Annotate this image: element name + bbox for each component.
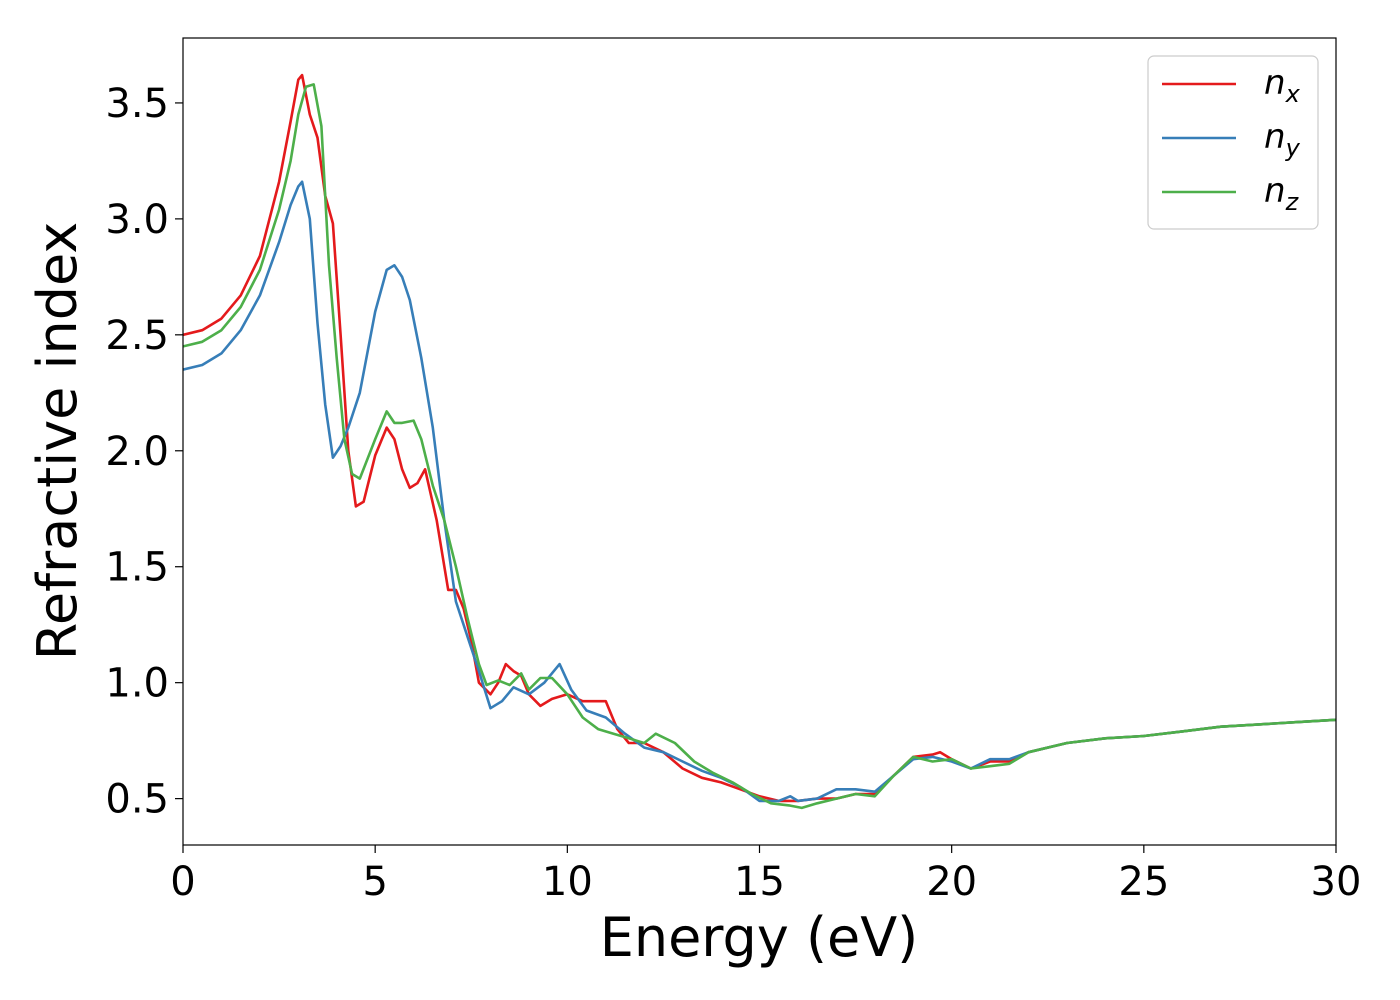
- y-axis-title: Refractive index: [26, 222, 89, 661]
- series-layer: [183, 73, 1336, 810]
- y-tick-label: 3.0: [105, 197, 169, 243]
- x-tick-label: 15: [734, 859, 785, 905]
- series-line-n-x: [183, 73, 1336, 803]
- y-tick-label: 0.5: [105, 777, 169, 823]
- y-tick-label: 1.0: [105, 661, 169, 707]
- y-tick-label: 2.5: [105, 313, 169, 359]
- y-axis: 0.5 1.0 1.5 2.0 2.5 3.0 3.5: [105, 81, 183, 823]
- x-tick-label: 30: [1311, 859, 1362, 905]
- y-tick-label: 1.5: [105, 545, 169, 591]
- y-tick-label: 2.0: [105, 429, 169, 475]
- series-line-n-y: [183, 180, 1336, 803]
- x-tick-label: 0: [170, 859, 195, 905]
- legend-label-z: nz: [1264, 171, 1300, 216]
- y-tick-label: 3.5: [105, 81, 169, 127]
- x-tick-label: 20: [926, 859, 977, 905]
- x-tick-label: 10: [542, 859, 593, 905]
- series-line-n-z: [183, 83, 1336, 810]
- x-axis: 0 5 10 15 20 25 30: [170, 845, 1361, 905]
- x-tick-label: 5: [362, 859, 387, 905]
- x-axis-title: Energy (eV): [600, 906, 919, 969]
- legend-box: [1147, 55, 1319, 230]
- x-tick-label: 25: [1118, 859, 1169, 905]
